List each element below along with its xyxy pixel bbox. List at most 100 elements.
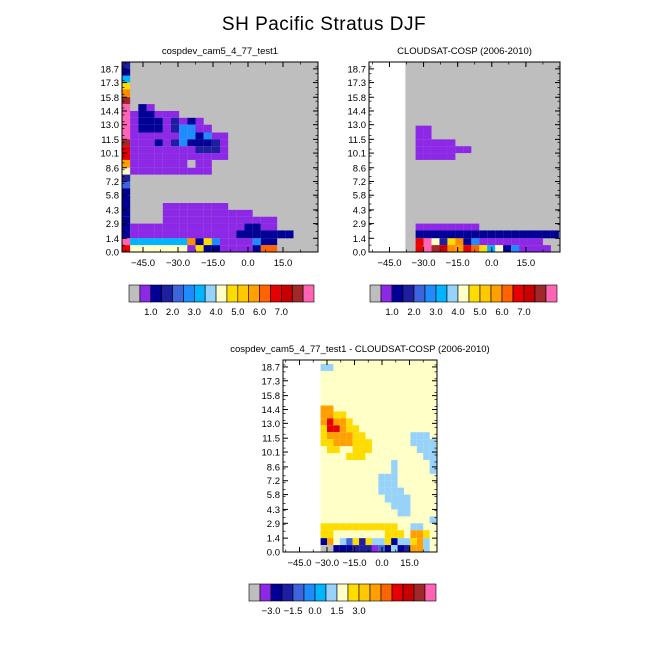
heatmap-cell	[495, 238, 504, 246]
heatmap-cell	[162, 139, 171, 147]
heatmap-cell	[171, 117, 180, 125]
heatmap-cell	[122, 230, 131, 239]
heatmap-cell	[138, 110, 147, 118]
y-tick-label: 4.3	[353, 205, 366, 216]
x-tick-label: 15.0	[517, 258, 536, 269]
colorbar-swatch	[391, 583, 404, 602]
heatmap-cell	[154, 117, 163, 125]
heatmap-cell	[327, 405, 334, 412]
heatmap-cell	[122, 124, 131, 133]
y-tick-label: 14.4	[348, 106, 367, 117]
heatmap-cell	[171, 132, 180, 140]
heatmap-cell	[138, 230, 147, 239]
heatmap-cell	[187, 124, 196, 133]
heatmap-cell	[542, 230, 551, 239]
heatmap-cell	[211, 139, 220, 147]
heatmap-cell	[122, 245, 131, 252]
heatmap-cell	[429, 446, 437, 454]
heatmap-cell	[130, 117, 139, 125]
heatmap-cell	[236, 245, 245, 252]
heatmap-cell	[195, 216, 204, 224]
heatmap-cell	[429, 453, 437, 460]
heatmap-cell	[171, 230, 180, 239]
heatmap-cell	[378, 473, 385, 481]
heatmap-cell	[527, 230, 535, 239]
x-tick-label: 0.0	[241, 258, 254, 269]
heatmap-cell	[162, 203, 171, 210]
heatmap-cell	[447, 146, 456, 154]
heatmap-cell	[179, 245, 188, 252]
y-tick-label: 4.3	[106, 205, 119, 216]
heatmap-cell	[130, 132, 139, 140]
heatmap-cell	[269, 216, 278, 224]
colorbar-swatch	[369, 284, 382, 303]
heatmap-cell	[162, 230, 171, 239]
heatmap-cell	[138, 153, 147, 160]
heatmap-cell	[122, 159, 131, 168]
colorbar-swatch	[259, 284, 271, 303]
y-tick-label: 14.4	[101, 106, 120, 117]
colorbar-label: 2.0	[166, 307, 179, 318]
heatmap-cell	[339, 418, 347, 426]
colorbar-swatch	[128, 284, 141, 303]
colorbar-swatch	[215, 284, 228, 303]
heatmap-cell	[423, 230, 432, 239]
colorbar-swatch	[534, 284, 547, 303]
heatmap-cell	[327, 411, 334, 419]
colorbar-swatch	[172, 284, 184, 303]
heatmap-cell	[391, 530, 398, 539]
heatmap-cell	[410, 432, 417, 440]
heatmap-cell	[429, 439, 437, 447]
heatmap-cell	[391, 538, 398, 546]
heatmap-cell	[122, 82, 131, 90]
heatmap-cell	[455, 245, 464, 252]
heatmap-cell	[122, 195, 131, 204]
heatmap-cell	[220, 223, 229, 231]
heatmap-cell	[130, 110, 139, 118]
heatmap-cell	[154, 146, 163, 154]
heatmap-cell	[122, 203, 131, 210]
colorbar-swatch	[424, 284, 437, 303]
heatmap-cell	[479, 230, 488, 239]
heatmap-cell	[146, 230, 155, 239]
heatmap-cell	[431, 223, 440, 231]
heatmap-cell	[171, 139, 180, 147]
heatmap-cell	[320, 530, 327, 539]
colorbar-swatch	[479, 284, 492, 303]
y-tick-label: 2.9	[267, 519, 280, 530]
heatmap-cell	[220, 209, 229, 217]
heatmap-cell	[397, 530, 404, 539]
x-tick-label: −15.0	[446, 258, 470, 269]
heatmap-cell	[171, 146, 180, 154]
y-tick-label: 17.3	[101, 78, 120, 89]
heatmap-cell	[195, 132, 204, 140]
heatmap-cell	[346, 538, 353, 546]
colorbar-swatch	[358, 583, 371, 602]
heatmap-cell	[431, 230, 440, 239]
heatmap-cell	[511, 238, 520, 246]
heatmap-cell	[252, 245, 261, 252]
y-tick-label: 18.7	[262, 362, 281, 373]
heatmap-cell	[371, 523, 379, 531]
heatmap-cell	[527, 245, 535, 252]
heatmap-cell	[339, 523, 347, 531]
heatmap-cell	[352, 425, 360, 433]
heatmap-cell	[352, 538, 360, 546]
y-tick-label: 13.0	[262, 419, 281, 430]
heatmap-cell	[171, 159, 180, 168]
x-tick-label: 15.0	[400, 558, 419, 569]
y-tick-label: 1.4	[353, 234, 366, 245]
figure-title: SH Pacific Stratus DJF	[222, 14, 426, 35]
heatmap-cell	[130, 238, 139, 246]
colorbar-swatch	[545, 284, 558, 303]
heatmap-cell	[122, 216, 131, 224]
heatmap-cell	[122, 104, 131, 111]
heatmap-cell	[339, 411, 347, 419]
heatmap-cell	[130, 223, 139, 231]
heatmap-cell	[171, 245, 180, 252]
heatmap-cell	[327, 363, 334, 371]
heatmap-cell	[416, 538, 424, 546]
heatmap-cell	[455, 223, 464, 231]
colorbar-label: 3.0	[352, 606, 365, 617]
heatmap-cell	[503, 238, 512, 246]
